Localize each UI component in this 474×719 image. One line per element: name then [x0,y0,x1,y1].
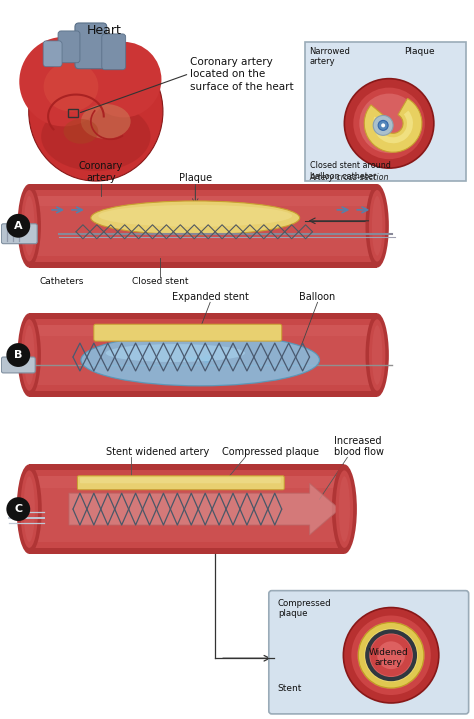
Ellipse shape [81,334,319,386]
Ellipse shape [29,42,163,181]
Bar [29,190,377,196]
Bar [29,476,345,542]
Bar [29,184,377,190]
Circle shape [359,93,419,153]
Ellipse shape [369,190,385,262]
Bar [29,476,345,487]
Text: Coronary artery
located on the
surface of the heart: Coronary artery located on the surface o… [190,57,294,91]
Bar [29,196,377,206]
Bar [29,548,345,554]
Wedge shape [364,628,418,682]
Circle shape [357,621,425,689]
FancyBboxPatch shape [43,41,62,67]
FancyBboxPatch shape [75,23,107,69]
Text: Increased
blood flow: Increased blood flow [335,436,384,457]
FancyBboxPatch shape [94,324,282,341]
FancyBboxPatch shape [102,34,126,70]
Bar [29,391,377,397]
Bar [29,313,377,319]
Text: Compressed plaque: Compressed plaque [222,447,319,457]
Text: Compressed
plaque: Compressed plaque [278,599,331,618]
Bar [29,319,377,325]
Ellipse shape [24,325,35,385]
Ellipse shape [365,313,389,397]
Ellipse shape [372,196,383,256]
Ellipse shape [21,319,37,391]
Text: Widened
artery: Widened artery [368,648,408,667]
Ellipse shape [372,325,383,385]
Circle shape [19,37,109,127]
Circle shape [370,634,412,676]
Text: Artery cross-section: Artery cross-section [310,173,389,182]
Text: C: C [14,504,22,514]
Circle shape [351,615,431,695]
Ellipse shape [44,62,98,111]
Wedge shape [358,623,424,688]
FancyBboxPatch shape [77,476,284,490]
Wedge shape [364,99,422,152]
Text: Closed stent around
balloon catheter: Closed stent around balloon catheter [310,161,391,180]
Ellipse shape [21,190,37,262]
Ellipse shape [24,476,35,542]
Text: Closed stent: Closed stent [132,278,189,286]
Circle shape [6,214,30,238]
Ellipse shape [64,119,98,144]
Ellipse shape [41,101,151,171]
Ellipse shape [98,205,292,226]
Bar [29,542,345,548]
FancyBboxPatch shape [269,590,469,714]
Circle shape [6,497,30,521]
Text: A: A [14,221,23,231]
Text: Heart: Heart [86,24,121,37]
Circle shape [381,124,385,127]
Text: Plaque: Plaque [404,47,435,56]
Bar [29,325,377,385]
Wedge shape [373,111,413,143]
Text: Stent widened artery: Stent widened artery [106,447,209,457]
Polygon shape [69,483,339,535]
Ellipse shape [24,196,35,256]
FancyBboxPatch shape [58,31,80,63]
Ellipse shape [18,313,41,397]
Circle shape [6,343,30,367]
Text: Plaque: Plaque [179,173,212,183]
Circle shape [86,42,162,117]
FancyBboxPatch shape [80,477,281,483]
Text: Expanded stent: Expanded stent [172,293,248,302]
Circle shape [353,88,425,159]
Circle shape [343,608,439,703]
Bar [29,470,345,476]
Ellipse shape [339,476,350,542]
Bar [29,325,377,336]
FancyBboxPatch shape [305,42,465,181]
Text: B: B [14,350,22,360]
Circle shape [373,116,393,135]
Ellipse shape [18,184,41,267]
Ellipse shape [91,201,300,234]
Text: Catheters: Catheters [39,278,83,286]
Bar [29,464,345,470]
Text: Balloon: Balloon [300,293,336,302]
Circle shape [345,78,434,168]
Ellipse shape [336,470,353,548]
FancyBboxPatch shape [1,357,35,373]
Ellipse shape [20,470,38,548]
Bar [29,196,377,256]
Circle shape [378,120,388,130]
Ellipse shape [81,104,131,139]
Text: Stent: Stent [278,684,302,693]
Bar [29,385,377,391]
Ellipse shape [332,464,357,554]
Ellipse shape [106,344,245,362]
Bar [29,262,377,267]
Bar [68,109,78,117]
Bar [29,256,377,262]
Text: Narrowed
artery: Narrowed artery [310,47,350,66]
Ellipse shape [17,464,42,554]
Ellipse shape [365,184,389,267]
Ellipse shape [369,319,385,391]
Text: Coronary
artery: Coronary artery [79,162,123,183]
Circle shape [377,641,405,669]
FancyBboxPatch shape [1,224,37,244]
